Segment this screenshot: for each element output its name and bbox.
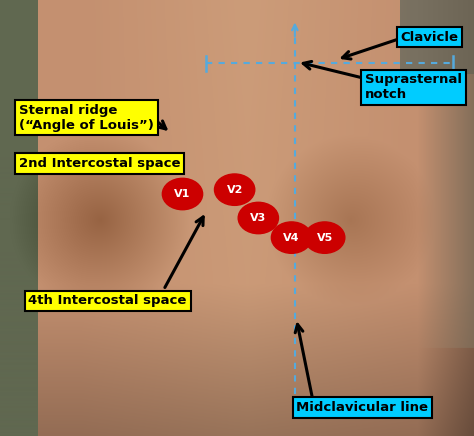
Text: V3: V3 (250, 213, 266, 223)
Text: Suprasternal
notch: Suprasternal notch (365, 73, 462, 101)
Text: Sternal ridge
(“Angle of Louis”): Sternal ridge (“Angle of Louis”) (19, 104, 154, 132)
Text: V1: V1 (174, 189, 191, 199)
Ellipse shape (271, 222, 311, 253)
Text: 2nd Intercostal space: 2nd Intercostal space (19, 157, 181, 170)
Ellipse shape (162, 178, 203, 210)
Text: Midclavicular line: Midclavicular line (296, 401, 428, 414)
Text: V2: V2 (227, 185, 243, 194)
Text: Clavicle: Clavicle (401, 31, 458, 44)
Ellipse shape (214, 174, 255, 205)
Ellipse shape (238, 202, 279, 234)
Text: 4th Intercostal space: 4th Intercostal space (28, 294, 187, 307)
Ellipse shape (304, 222, 345, 253)
Text: V4: V4 (283, 233, 300, 242)
Text: V5: V5 (317, 233, 333, 242)
